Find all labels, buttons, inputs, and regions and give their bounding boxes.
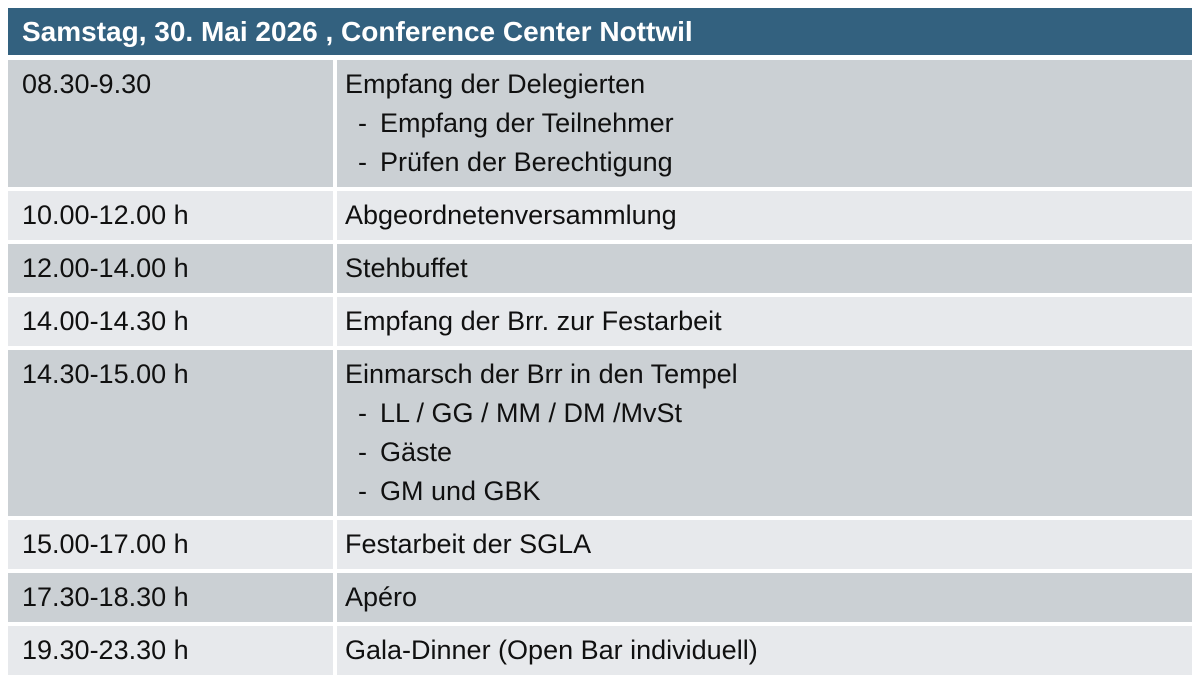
bullet-marker: - [358, 147, 367, 177]
event-title: Stehbuffet [345, 253, 468, 283]
table-row: 08.30-9.30 Empfang der Delegierten - Empfan… [8, 60, 1192, 187]
table-row: 17.30-18.30 h Apéro [8, 573, 1192, 622]
event-bullet: - LL / GG / MM / DM /MvSt [345, 394, 1192, 433]
time-cell: 19.30-23.30 h [8, 626, 333, 675]
event-cell: Abgeordnetenversammlung [337, 191, 1192, 240]
bullet-text: Prüfen der Berechtigung [380, 147, 673, 177]
time-cell: 10.00-12.00 h [8, 191, 333, 240]
event-bullet: - Empfang der Teilnehmer [345, 104, 1192, 143]
event-cell: Gala-Dinner (Open Bar individuell) [337, 626, 1192, 675]
bullet-text: Empfang der Teilnehmer [380, 108, 674, 138]
time-cell: 14.00-14.30 h [8, 297, 333, 346]
bullet-text: Gäste [380, 437, 453, 467]
table-row: 19.30-23.30 h Gala-Dinner (Open Bar indiv… [8, 626, 1192, 675]
table-row: 10.00-12.00 h Abgeordnetenversammlung [8, 191, 1192, 240]
event-title: Einmarsch der Brr in den Tempel [345, 359, 738, 389]
table-header: Samstag, 30. Mai 2026 , Conference Cente… [8, 8, 1192, 55]
bullet-marker: - [358, 476, 367, 506]
bullet-marker: - [358, 437, 367, 467]
event-cell: Empfang der Delegierten - Empfang der Teil… [337, 60, 1192, 187]
event-bullet: - GM und GBK [345, 472, 1192, 511]
time-cell: 08.30-9.30 [8, 60, 333, 187]
bullet-marker: - [358, 398, 367, 428]
table-row: 15.00-17.00 h Festarbeit der SGLA [8, 520, 1192, 569]
event-title: Apéro [345, 582, 418, 612]
event-title: Gala-Dinner (Open Bar individuell) [345, 635, 758, 665]
event-bullet: - Gäste [345, 433, 1192, 472]
event-cell: Festarbeit der SGLA [337, 520, 1192, 569]
table-row: 14.30-15.00 h Einmarsch der Brr in den Te… [8, 350, 1192, 516]
table-body: 08.30-9.30 Empfang der Delegierten - Empfan… [8, 60, 1192, 675]
event-title: Empfang der Brr. zur Festarbeit [345, 306, 722, 336]
bullet-marker: - [358, 108, 367, 138]
schedule-table: Samstag, 30. Mai 2026 , Conference Cente… [8, 8, 1192, 675]
table-row: 12.00-14.00 h Stehbuffet [8, 244, 1192, 293]
event-bullet: - Prüfen der Berechtigung [345, 143, 1192, 182]
event-cell: Apéro [337, 573, 1192, 622]
time-cell: 17.30-18.30 h [8, 573, 333, 622]
time-cell: 14.30-15.00 h [8, 350, 333, 516]
bullet-text: GM und GBK [380, 476, 541, 506]
time-cell: 12.00-14.00 h [8, 244, 333, 293]
time-cell: 15.00-17.00 h [8, 520, 333, 569]
event-title: Festarbeit der SGLA [345, 529, 592, 559]
event-cell: Stehbuffet [337, 244, 1192, 293]
event-title: Abgeordnetenversammlung [345, 200, 677, 230]
table-row: 14.00-14.30 h Empfang der Brr. zur Festar… [8, 297, 1192, 346]
event-cell: Einmarsch der Brr in den Tempel - LL / GG … [337, 350, 1192, 516]
bullet-text: LL / GG / MM / DM /MvSt [380, 398, 683, 428]
event-title: Empfang der Delegierten [345, 69, 646, 99]
event-cell: Empfang der Brr. zur Festarbeit [337, 297, 1192, 346]
